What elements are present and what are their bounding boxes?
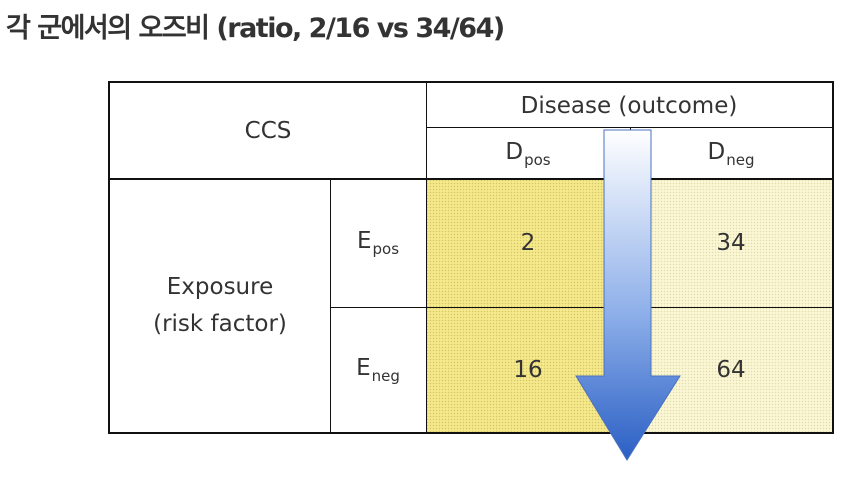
cell-eneg-dpos: 16 xyxy=(426,307,630,432)
eneg-row-label-cell: Eneg xyxy=(330,307,426,432)
gridline-col-mid xyxy=(630,128,631,432)
dpos-header-label: Dpos xyxy=(505,138,551,169)
gridline-disease-subheader xyxy=(426,127,832,128)
dneg-header-label: Dneg xyxy=(707,138,755,169)
cell-epos-dpos-value: 2 xyxy=(520,230,536,256)
cell-eneg-dpos-value: 16 xyxy=(513,356,543,383)
eneg-row-label: Eneg xyxy=(356,354,400,385)
exposure-label-line1: Exposure xyxy=(166,273,274,300)
gridline-col-left xyxy=(426,83,427,432)
gridline-col-exposure xyxy=(330,179,331,432)
corner-cell: CCS xyxy=(110,83,426,179)
contingency-table: 2 34 16 64 CCS Disease (outcome) Dpos Dn… xyxy=(108,81,834,434)
cell-eneg-dneg: 64 xyxy=(630,307,832,432)
corner-label: CCS xyxy=(244,118,292,144)
cell-epos-dneg-value: 34 xyxy=(716,230,746,256)
cell-eneg-dneg-value: 64 xyxy=(716,356,746,383)
cell-epos-dneg: 34 xyxy=(630,179,832,307)
epos-row-label: Epos xyxy=(356,228,400,258)
gridline-header-bottom xyxy=(110,178,832,180)
exposure-label-cell: Exposure (risk factor) xyxy=(110,179,330,432)
disease-header-cell: Disease (outcome) xyxy=(426,83,832,128)
disease-header-label: Disease (outcome) xyxy=(520,92,738,119)
cell-epos-dpos: 2 xyxy=(426,179,630,307)
epos-row-label-cell: Epos xyxy=(330,179,426,307)
dneg-header-cell: Dneg xyxy=(630,128,832,179)
exposure-label-line2: (risk factor) xyxy=(153,310,287,337)
gridline-row-mid xyxy=(330,307,832,308)
slide-title: 각 군에서의 오즈비 (ratio, 2/16 vs 34/64) xyxy=(6,13,505,44)
dpos-header-cell: Dpos xyxy=(426,128,630,179)
